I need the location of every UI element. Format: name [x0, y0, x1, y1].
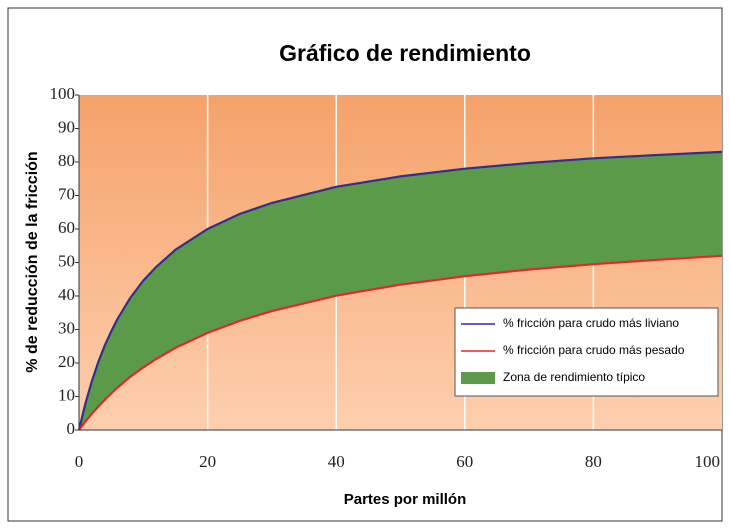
y-tick-label: 70: [58, 184, 75, 203]
area-band: [79, 151, 722, 430]
y-tick-label: 60: [58, 218, 75, 237]
legend-label: Zona de rendimiento típico: [503, 370, 645, 384]
legend-box: [454, 307, 719, 397]
legend-label: % fricción para crudo más pesado: [503, 343, 685, 357]
y-tick-label: 90: [58, 117, 75, 136]
x-tick-label: 80: [585, 452, 602, 471]
y-tick-label: 100: [50, 84, 76, 103]
x-tick-label: 0: [75, 452, 84, 471]
y-tick-label: 10: [58, 385, 75, 404]
x-tick-label: 20: [199, 452, 216, 471]
x-tick-label: 60: [456, 452, 473, 471]
y-tick-label: 20: [58, 352, 75, 371]
x-tick-label: 100: [695, 452, 721, 471]
y-tick-label: 50: [58, 251, 75, 270]
line: [77, 150, 723, 431]
y-tick-label: 0: [67, 419, 76, 438]
legend-swatch: [461, 372, 495, 384]
legend-label: % fricción para crudo más liviano: [503, 316, 679, 330]
y-axis-label: % de reducción de la fricción: [24, 151, 41, 372]
y-tick-label: 30: [58, 318, 75, 337]
chart-title: Gráfico de rendimiento: [279, 40, 531, 66]
x-axis-label: Partes por millón: [344, 491, 467, 508]
y-tick-label: 80: [58, 151, 75, 170]
line: [78, 254, 723, 431]
y-tick-label: 40: [58, 285, 75, 304]
x-tick-label: 40: [328, 452, 345, 471]
